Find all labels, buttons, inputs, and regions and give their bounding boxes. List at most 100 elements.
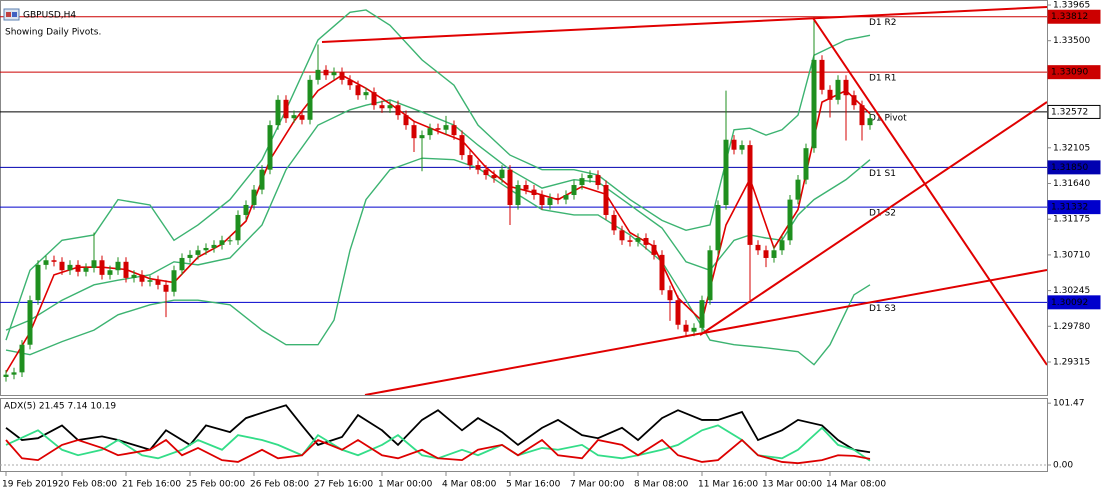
- candle-body: [19, 344, 25, 373]
- x-tick-label: 26 Feb 08:00: [250, 480, 309, 490]
- candle-body: [179, 257, 185, 271]
- overlay-line: [5, 99, 871, 331]
- candle-body: [675, 300, 681, 325]
- overlay-line: [5, 157, 871, 366]
- candle-body: [379, 105, 385, 109]
- candle-body: [355, 85, 361, 96]
- pivot-label: D1 R1: [869, 74, 897, 84]
- candle-body: [627, 240, 633, 242]
- pivot-value-box: [1047, 160, 1101, 175]
- candle-body: [659, 254, 665, 291]
- candle-body: [515, 185, 521, 205]
- trend-line: [812, 17, 1047, 366]
- pivot-value-box: [1047, 65, 1101, 80]
- candle-body: [443, 125, 449, 130]
- candle-body: [299, 115, 305, 120]
- pivot-value-box: [1047, 104, 1101, 119]
- candle-body: [779, 240, 785, 251]
- candle-body: [195, 250, 201, 255]
- candle-body: [747, 145, 753, 245]
- x-tick-label: 21 Feb 16:00: [122, 480, 181, 490]
- candle-body: [259, 169, 265, 190]
- icon-part: [6, 12, 11, 17]
- x-tick-label: 13 Mar 00:00: [762, 480, 822, 490]
- candle-body: [539, 195, 545, 205]
- candle-body: [531, 189, 537, 196]
- candle-body: [99, 260, 105, 275]
- x-tick-label: 11 Mar 16:00: [698, 480, 758, 490]
- candle-body: [331, 72, 337, 76]
- x-tick-label: 14 Mar 08:00: [826, 480, 886, 490]
- candle-body: [587, 175, 593, 179]
- candle-body: [339, 72, 345, 80]
- y-tick-label: 1.31175: [1053, 215, 1090, 225]
- candle-body: [139, 274, 145, 282]
- candle-body: [427, 128, 433, 136]
- candle-body: [227, 240, 233, 242]
- pivot-value-box: [1047, 9, 1101, 24]
- candle-body: [411, 125, 417, 139]
- candle-body: [251, 189, 257, 205]
- candle-body: [107, 270, 113, 275]
- candle-body: [147, 280, 153, 282]
- candle-body: [723, 139, 729, 205]
- candle-body: [507, 169, 513, 205]
- candle-body: [563, 195, 569, 200]
- candle-body: [131, 274, 137, 278]
- indicator-line: [5, 424, 871, 462]
- x-tick-label: 4 Mar 08:00: [442, 480, 497, 490]
- candle-body: [851, 95, 857, 106]
- y-tick-label: 1.31640: [1053, 179, 1090, 189]
- candle-body: [243, 204, 249, 215]
- chart-title: GBPUSD,H4: [23, 11, 76, 21]
- pivot-value-label: 1.31850: [1051, 163, 1088, 173]
- candle-body: [11, 372, 17, 375]
- x-tick-label: 5 Mar 16:00: [506, 480, 561, 490]
- candle-body: [347, 79, 353, 86]
- overlay-line: [5, 9, 871, 341]
- candle-body: [435, 128, 441, 130]
- candle-body: [611, 214, 617, 231]
- candle-body: [595, 175, 601, 186]
- indicator-panel: [0, 398, 1048, 472]
- candle-body: [467, 155, 473, 166]
- candle-body: [635, 237, 641, 242]
- candle-body: [699, 300, 705, 328]
- candle-body: [771, 250, 777, 258]
- indicator-y-tick-label: 0.00: [1053, 460, 1073, 470]
- candle-body: [75, 264, 81, 272]
- candle-body: [651, 244, 657, 255]
- candle-body: [739, 145, 745, 150]
- pivot-value-label: 1.30092: [1051, 298, 1088, 308]
- candle-body: [235, 214, 241, 241]
- candle-body: [163, 284, 169, 292]
- pivot-value-label: 1.33090: [1051, 68, 1088, 78]
- candle-body: [267, 125, 273, 170]
- trend-line: [699, 101, 1047, 336]
- main-panel: [0, 0, 1048, 396]
- candle-body: [787, 199, 793, 241]
- x-tick-label: 27 Feb 16:00: [314, 480, 373, 490]
- y-tick-label: 1.29780: [1053, 322, 1090, 332]
- candle-body: [395, 105, 401, 116]
- candle-body: [731, 139, 737, 150]
- candle-body: [27, 300, 33, 345]
- candle-body: [819, 59, 825, 90]
- pivot-value-box: [1047, 200, 1101, 215]
- candle-body: [115, 261, 121, 271]
- candle-body: [35, 264, 41, 301]
- candle-body: [523, 185, 529, 190]
- indicator-line: [5, 404, 871, 454]
- candle-body: [91, 260, 97, 268]
- candle-body: [643, 237, 649, 245]
- pivot-value-label: 1.33812: [1051, 12, 1088, 22]
- candle-body: [691, 327, 697, 332]
- candle-body: [83, 267, 89, 272]
- icon-part: [12, 12, 17, 17]
- candle-body: [51, 260, 57, 262]
- pivot-label: D1 R2: [869, 18, 897, 28]
- pivot-label: D1 Pivot: [869, 113, 907, 123]
- candle-body: [171, 270, 177, 292]
- indicator-plot: [0, 404, 1047, 466]
